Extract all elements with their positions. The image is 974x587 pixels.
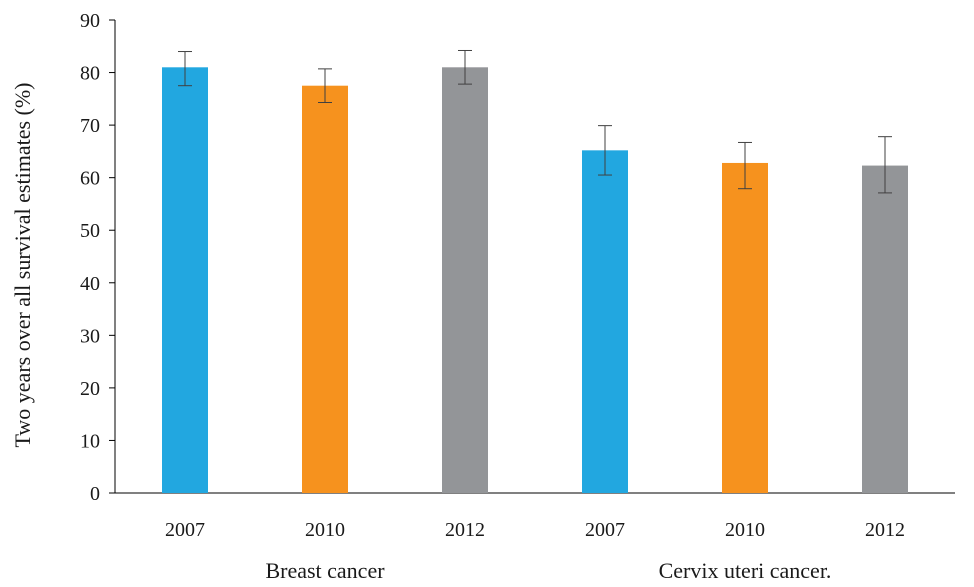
group-label: Breast cancer	[265, 558, 385, 582]
bars	[162, 67, 908, 494]
y-tick-label: 20	[80, 378, 100, 400]
y-tick-label: 80	[80, 63, 100, 85]
category-label: 2010	[305, 519, 345, 541]
y-axis: 0 10 20 30 40 50 60 70 80 90	[80, 10, 116, 505]
y-axis-title: Two years over all survival estimates (%…	[10, 82, 35, 447]
bar	[162, 67, 208, 494]
error-bars	[178, 49, 892, 194]
bar	[302, 85, 348, 493]
y-tick-label: 10	[80, 430, 100, 452]
y-tick-label: 70	[80, 115, 100, 137]
bar	[722, 162, 768, 493]
category-labels: 2007 2010 2012 2007 2010 2012 Breast cancer Cer…	[165, 519, 905, 583]
bar	[442, 67, 488, 494]
bar	[582, 150, 628, 494]
category-label: 2010	[725, 519, 765, 541]
y-tick-label: 40	[80, 273, 100, 295]
y-tick-label: 30	[80, 325, 100, 347]
group-label: Cervix uteri cancer.	[659, 558, 832, 582]
category-label: 2012	[445, 519, 485, 541]
category-label: 2007	[585, 519, 625, 541]
y-tick-label: 60	[80, 168, 100, 190]
y-tick-label: 50	[80, 220, 100, 242]
bar	[862, 165, 908, 493]
category-label: 2007	[165, 519, 205, 541]
y-tick-label: 0	[90, 483, 100, 505]
category-label: 2012	[865, 519, 905, 541]
y-tick-label: 90	[80, 10, 100, 32]
